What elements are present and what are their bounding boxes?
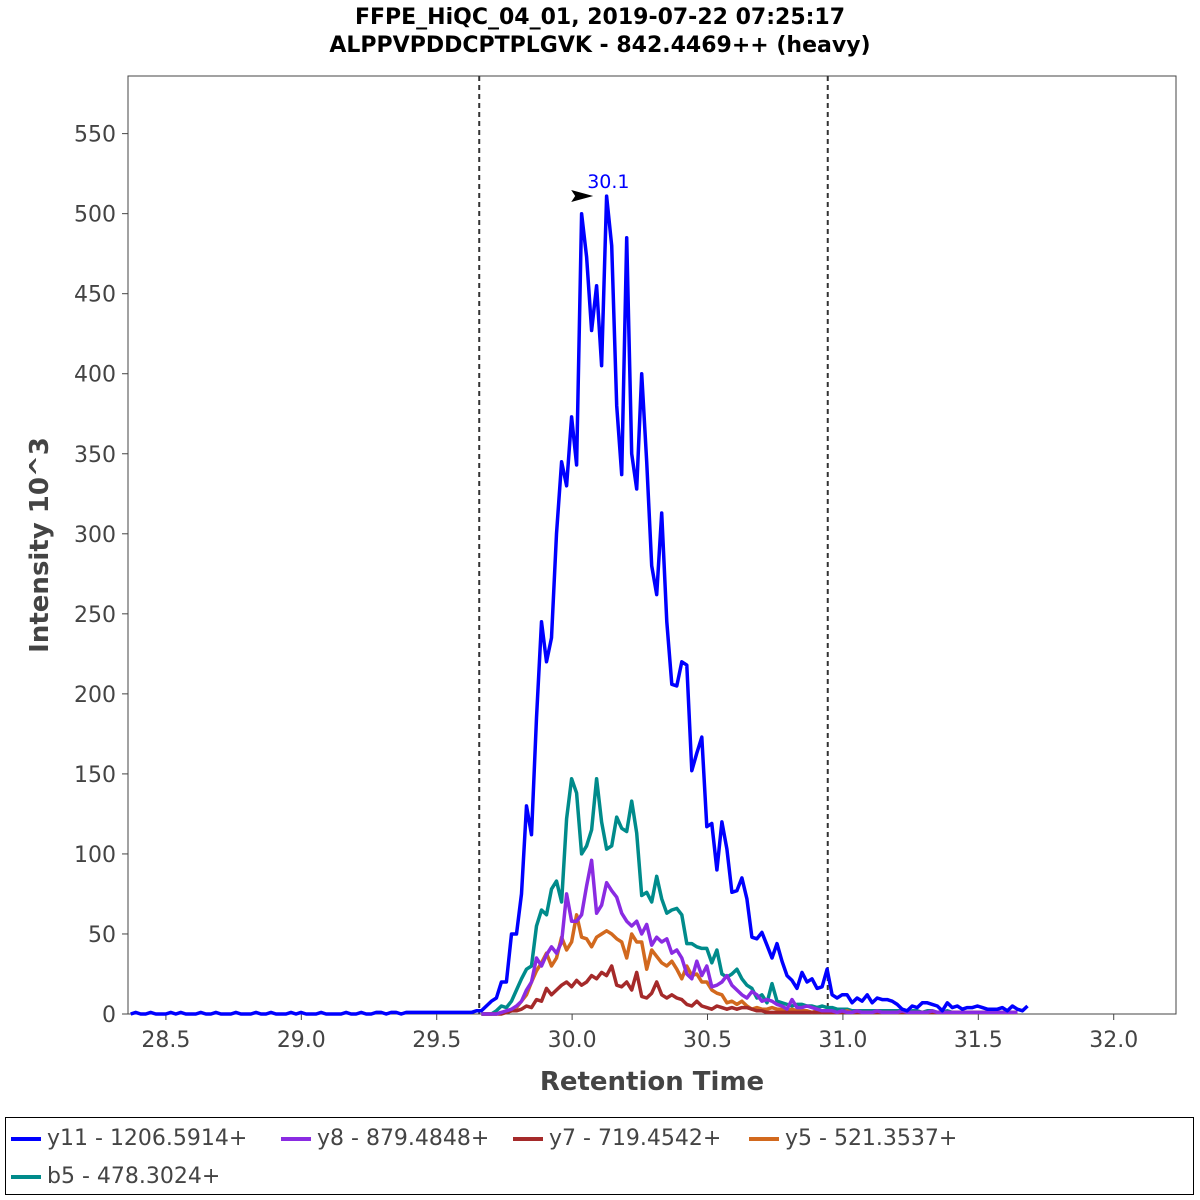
legend-label: b5 - 478.3024+ [47,1164,221,1189]
y-tick-label: 450 [74,283,116,308]
series-line-y11 [130,194,1029,1016]
x-tick-label: 29.0 [277,1028,326,1053]
legend-label: y7 - 719.4542+ [549,1126,722,1151]
legend-item: y11 - 1206.5914+ [11,1126,247,1151]
x-tick-label: 29.5 [412,1028,461,1053]
y-tick-label: 150 [74,763,116,788]
y-tick-label: 100 [74,843,116,868]
peak-arrow-icon [571,190,594,203]
legend-label: y8 - 879.4848+ [317,1126,490,1151]
chart-title: FFPE_HiQC_04_01, 2019-07-22 07:25:17 [355,5,845,30]
legend-swatch [11,1174,41,1179]
x-tick-label: 30.0 [548,1028,597,1053]
legend-swatch [281,1136,311,1141]
y-tick-label: 50 [88,923,116,948]
x-tick-label: 28.5 [141,1028,190,1053]
y-tick-label: 400 [74,363,116,388]
legend-item: y8 - 879.4848+ [281,1126,489,1151]
legend-item: b5 - 478.3024+ [11,1164,220,1189]
legend-item: y5 - 521.3537+ [749,1126,957,1151]
legend: y11 - 1206.5914+ y8 - 879.4848+ y7 - 719.4… [5,1117,1194,1195]
x-tick-label: 31.5 [954,1028,1003,1053]
y-tick-label: 250 [74,603,116,628]
legend-swatch [749,1136,779,1141]
y-tick-label: 0 [102,1003,116,1028]
y-tick-label: 500 [74,203,116,228]
peak-annotation-label: 30.1 [587,171,629,193]
x-axis-label: Retention Time [540,1067,764,1097]
x-tick-label: 31.0 [818,1028,867,1053]
legend-label: y5 - 521.3537+ [785,1126,958,1151]
y-axis-label: Intensity 10^3 [25,437,55,653]
x-tick-label: 32.0 [1089,1028,1138,1053]
legend-item: y7 - 719.4542+ [513,1126,721,1151]
y-tick-label: 550 [74,123,116,148]
legend-label: y11 - 1206.5914+ [47,1126,248,1151]
x-tick-label: 30.5 [683,1028,732,1053]
y-tick-label: 350 [74,443,116,468]
legend-swatch [11,1136,41,1141]
y-tick-label: 300 [74,523,116,548]
series-line-y8 [481,858,1018,1016]
y-tick-label: 200 [74,683,116,708]
chart-subtitle: ALPPVPDDCPTPLGVK - 842.4469++ (heavy) [329,33,870,58]
legend-swatch [513,1136,543,1141]
